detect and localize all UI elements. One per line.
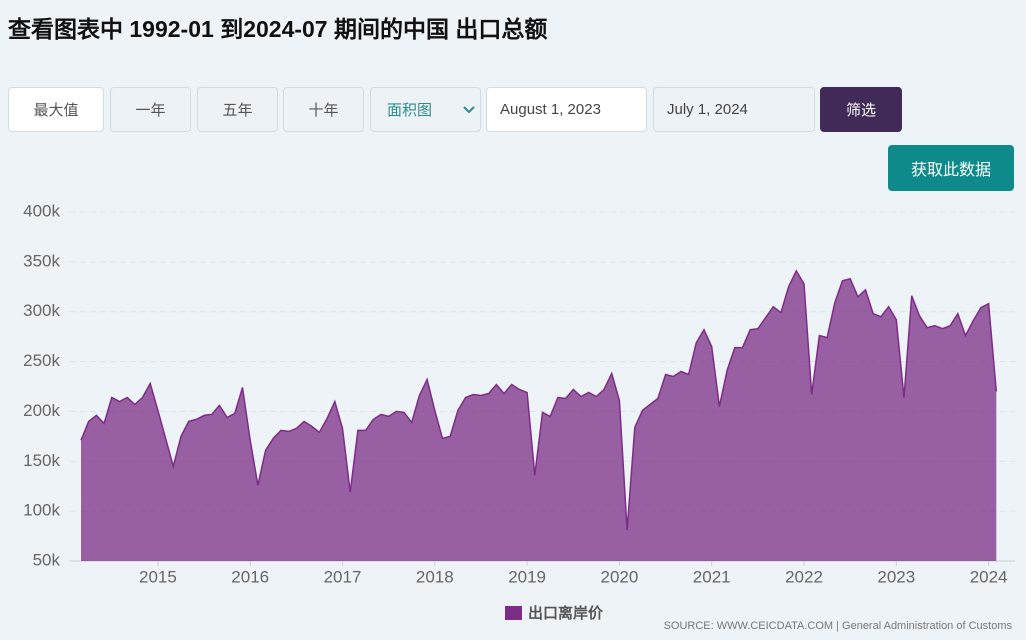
x-tick-label: 2015 [139, 567, 177, 586]
x-tick-label: 2017 [324, 567, 362, 586]
start-date-input[interactable]: August 1, 2023 [486, 87, 647, 132]
y-tick-label: 50k [33, 550, 61, 569]
x-tick-label: 2018 [416, 567, 454, 586]
y-tick-label: 150k [23, 451, 60, 470]
range-button[interactable]: 最大值 [8, 87, 104, 132]
filter-button[interactable]: 筛选 [820, 87, 902, 132]
download-button[interactable]: 获取此数据 [888, 145, 1014, 191]
x-tick-label: 2023 [877, 567, 915, 586]
range-button[interactable]: 十年 [283, 87, 364, 132]
chart-type-select[interactable]: 面积图 [370, 87, 481, 132]
y-tick-label: 100k [23, 501, 60, 520]
page-title: 查看图表中 1992-01 到2024-07 期间的中国 出口总额 [8, 16, 548, 42]
legend-swatch [505, 606, 522, 620]
x-tick-label: 2020 [601, 567, 639, 586]
y-tick-label: 400k [23, 201, 60, 220]
y-tick-label: 200k [23, 401, 60, 420]
y-tick-label: 350k [23, 251, 60, 270]
legend-label: 出口离岸价 [528, 604, 604, 622]
x-tick-label: 2022 [785, 567, 823, 586]
chevron [463, 106, 475, 114]
range-button[interactable]: 一年 [110, 87, 191, 132]
range-button[interactable]: 五年 [197, 87, 278, 132]
x-tick-label: 2024 [970, 567, 1008, 586]
y-tick-label: 300k [23, 301, 60, 320]
end-date-input[interactable]: July 1, 2024 [653, 87, 815, 132]
area-line [80, 269, 998, 531]
source-note: SOURCE: WWW.CEICDATA.COM | General Admin… [664, 620, 1013, 632]
y-tick-label: 250k [23, 351, 60, 370]
area [81, 270, 997, 561]
x-tick-label: 2021 [693, 567, 731, 586]
select-value: 面积图 [387, 102, 433, 119]
x-tick-label: 2016 [231, 567, 269, 586]
x-tick-label: 2019 [508, 567, 546, 586]
